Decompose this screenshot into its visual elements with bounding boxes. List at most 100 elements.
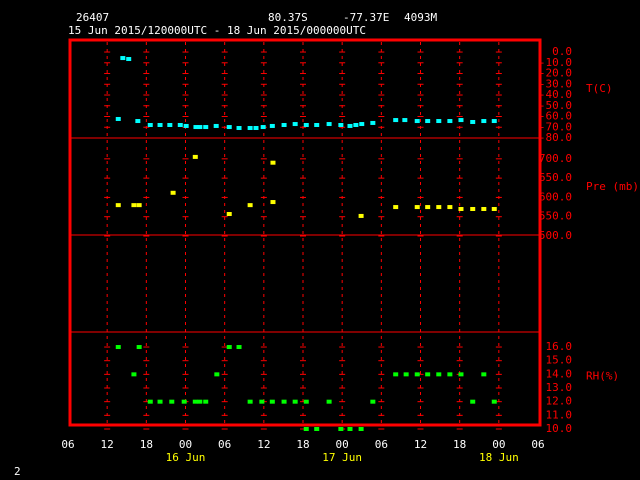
data-point [169,399,175,404]
data-point [470,119,476,124]
y-tick-label: -70.0 [539,120,572,133]
x-tick-label: 00 [336,438,349,451]
data-point [226,125,232,130]
data-point [403,372,409,377]
data-point [303,427,309,431]
x-tick-label: 12 [101,438,114,451]
data-point [303,399,309,404]
data-point [338,122,344,127]
data-point [402,118,408,123]
data-point [147,122,153,127]
data-point [347,123,353,128]
data-point [157,122,163,127]
x-tick-label: 06 [218,438,231,451]
data-point [414,205,420,210]
y-tick-label: -10.0 [539,56,572,69]
frame [68,38,542,427]
data-point [136,203,142,208]
data-point [236,126,242,131]
x-tick-label: 18 [140,438,153,451]
data-point [270,200,276,205]
data-point [370,399,376,404]
data-point [370,120,376,125]
data-point [491,399,497,404]
data-point [157,399,163,404]
x-tick-label: 00 [492,438,505,451]
y-tick-label: -40.0 [539,88,572,101]
data-point [120,56,126,61]
y-tick-label: 700.0 [539,152,572,165]
data-point [281,122,287,127]
data-point [481,206,487,211]
data-point [481,372,487,377]
data-point [458,206,464,211]
data-point [447,119,453,124]
data-point [292,399,298,404]
data-point [470,206,476,211]
x-tick-label: 06 [531,438,544,451]
data-point [197,399,203,404]
y-tick-label: 14.0 [546,367,573,380]
data-point [131,203,137,208]
data-point [303,122,309,127]
y-tick-label: -30.0 [539,77,572,90]
data-point [425,205,431,210]
x-tick-label: 00 [179,438,192,451]
y-tick-label: 550.0 [539,210,572,223]
elevation: 4093M [404,11,437,24]
data-point [247,203,253,208]
y-tick-label: 10.0 [546,422,573,435]
data-point [226,212,232,217]
data-point [136,345,142,350]
period: 15 Jun 2015/120000UTC - 18 Jun 2015/0000… [68,24,366,37]
x-tick-label: 06 [61,438,74,451]
data-point [115,203,121,208]
data-point [183,123,189,128]
x-tick-label: 12 [257,438,270,451]
data-point [192,154,198,159]
data-point [481,119,487,124]
data-point [203,125,209,130]
data-point [226,345,232,350]
y-tick-label: 12.0 [546,395,573,408]
y-axis-label: T(C) [586,82,613,95]
data-point [214,372,220,377]
data-point [393,372,399,377]
x-tick-label: 06 [375,438,388,451]
y-axis-label: RH(%) [586,370,619,383]
data-point [167,122,173,127]
y-tick-label: 16.0 [546,340,573,353]
y-tick-label: 15.0 [546,354,573,367]
data-point [131,372,137,377]
station-id: 26407 [76,11,109,24]
y-tick-label: 13.0 [546,381,573,394]
date-label: 17 Jun [322,451,362,464]
data-point [436,205,442,210]
latitude: 80.37S [268,11,308,24]
data-point [358,213,364,218]
data-point [447,205,453,210]
data-point [425,372,431,377]
data-point [259,399,265,404]
data-point [247,126,253,131]
y-tick-label: 11.0 [546,408,573,421]
data-point [170,190,176,195]
y-tick-label: 0.0 [552,45,572,58]
data-point [236,345,242,350]
date-label: 16 Jun [166,451,206,464]
y-tick-label: 650.0 [539,171,572,184]
data-point [115,116,121,121]
data-point [314,427,320,431]
data-point [247,399,253,404]
data-point [115,345,121,350]
data-point [425,119,431,124]
data-point [270,160,276,165]
data-point [260,125,266,130]
y-tick-label: -60.0 [539,110,572,123]
data-point [281,399,287,404]
data-point [491,119,497,124]
data-point [197,125,203,130]
data-point [269,123,275,128]
data-point [470,399,476,404]
